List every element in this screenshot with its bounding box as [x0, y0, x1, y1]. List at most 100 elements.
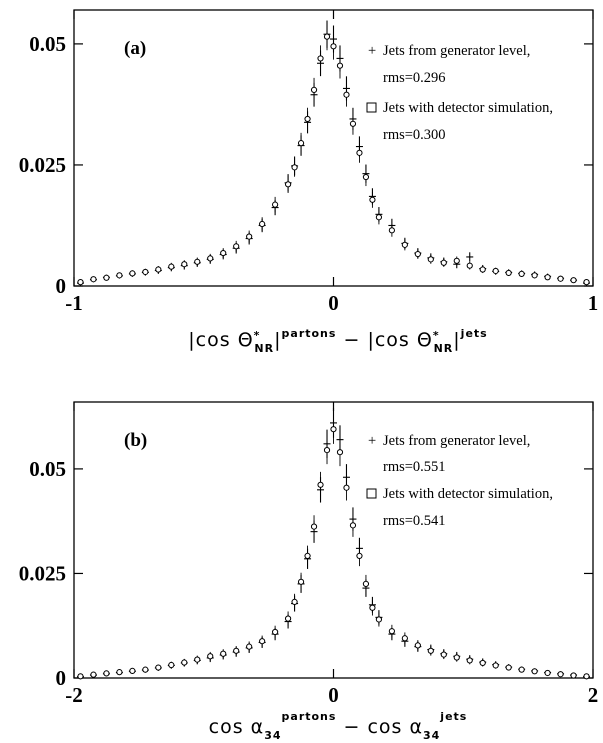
- panel-b-det-point-44-marker: [557, 671, 564, 678]
- panel-a-x-tick-label-0: -1: [65, 291, 83, 315]
- panel-a-det-point-5-marker: [142, 268, 149, 276]
- panel-b-det-point-14-marker: [259, 638, 266, 645]
- panel-b-det-point-16: [284, 611, 292, 626]
- panel-b-det-point-2: [103, 670, 110, 677]
- panel-a-det-point-2: [103, 274, 110, 281]
- panel-b-det-point-31: [388, 624, 395, 638]
- panel-b-det-point-8: [181, 658, 188, 667]
- panel-a-det-point-21: [317, 45, 324, 72]
- panel-b-y-tick-label-0: 0: [56, 666, 67, 690]
- panel-a-det-point-42: [531, 272, 538, 279]
- panel-a-det-point-39: [492, 267, 499, 275]
- panel-b-det-point-36-marker: [453, 654, 460, 661]
- panel-a-legend-name-1: Jets from generator level,: [383, 43, 530, 59]
- panel-a-det-point-11: [220, 248, 227, 259]
- panel-b-det-point-33-marker: [414, 642, 421, 649]
- panel-b-x-axis-title: cos α34partons − cos α34jets: [209, 710, 468, 742]
- panel-b-det-point-27-marker: [356, 552, 363, 559]
- panel-b-det-point-41-marker: [518, 666, 525, 673]
- panel-b-det-point-1-marker: [90, 671, 97, 678]
- panel-a-det-point-8-marker: [181, 261, 188, 268]
- panel-a-det-point-24-marker: [336, 62, 344, 69]
- panel-a-det-point-29: [369, 191, 376, 208]
- panel-a-x-tick-label-1: 0: [328, 291, 339, 315]
- panel-b-det-point-42-marker: [531, 668, 538, 675]
- panel-b-det-point-35: [440, 650, 447, 660]
- panel-b-det-point-23: [330, 414, 337, 444]
- panel-a-det-point-3-marker: [116, 272, 123, 279]
- panel-a-det-point-7: [168, 262, 175, 271]
- panel-b-det-point-8-marker: [181, 659, 188, 666]
- panel-b-det-point-42: [531, 668, 538, 675]
- panel-b-legend-marker-2: [366, 488, 377, 499]
- panel-a-det-point-10: [207, 253, 214, 263]
- panel-a-det-point-41-marker: [518, 270, 525, 277]
- panel-a-det-point-45: [570, 277, 577, 284]
- panel-a-det-point-12-marker: [233, 243, 240, 250]
- panel-a-det-point-0: [77, 279, 84, 286]
- panel-a-det-point-25-marker: [343, 91, 350, 98]
- panel-b-det-point-38-marker: [479, 659, 486, 667]
- panel-a-gen-point-37: [466, 252, 474, 262]
- panel-a-legend: + Jets from generator level, rms=0.296 J…: [366, 43, 553, 143]
- panel-b-det-point-28-marker: [362, 580, 370, 588]
- panel-b-det-point-10: [207, 651, 214, 661]
- panel-b-det-point-41: [518, 666, 525, 673]
- panel-a-det-point-1-marker: [90, 276, 97, 283]
- panel-a-det-point-36-marker: [453, 257, 460, 264]
- panel-a-det-point-38: [479, 266, 486, 274]
- panel-b-det-point-32-marker: [401, 635, 408, 642]
- panel-a-det-point-28-marker: [362, 173, 370, 181]
- panel-a-det-point-14-marker: [259, 220, 266, 228]
- panel-b-y-tick-label-1: 0.025: [19, 561, 66, 585]
- panel-b-det-point-12: [233, 645, 240, 656]
- panel-a-det-point-31: [388, 223, 395, 237]
- panel-a-det-point-27: [356, 142, 363, 163]
- panel-b-det-point-43: [544, 669, 551, 677]
- panel-b-det-point-31-marker: [388, 628, 395, 635]
- panel-a-det-point-21-marker: [317, 55, 324, 62]
- panel-b-det-point-46: [583, 673, 590, 680]
- panel-a-det-point-40-marker: [505, 269, 512, 277]
- panel-a-det-point-3: [116, 272, 123, 279]
- panel-a-det-point-22: [323, 23, 331, 51]
- panel-a-det-point-43-marker: [544, 274, 551, 281]
- panel-b-legend-name-1: Jets from generator level,: [383, 433, 530, 449]
- panel-a-det-point-15: [272, 196, 279, 213]
- panel-b-det-point-29-marker: [369, 604, 376, 611]
- panel-b-det-point-21-marker: [317, 481, 324, 488]
- panel-b-det-point-33: [414, 640, 421, 651]
- panel-b-legend: + Jets from generator level, rms=0.551 J…: [366, 433, 553, 529]
- panel-a-det-point-15-marker: [272, 201, 279, 208]
- panel-b-legend-marker-1: +: [368, 433, 376, 449]
- panel-b-det-point-24: [336, 438, 344, 467]
- panel-a-det-point-16: [284, 175, 292, 194]
- panel-b-det-point-19-marker: [304, 552, 311, 559]
- panel-b-det-point-4: [129, 667, 136, 674]
- panel-b-det-point-20: [310, 515, 318, 539]
- panel-a-det-point-6-marker: [155, 266, 162, 273]
- panel-b-det-point-34-marker: [427, 647, 434, 654]
- panel-b-det-point-19: [304, 545, 311, 567]
- panel-b-det-point-1: [90, 671, 97, 678]
- panel-b-det-point-20-marker: [310, 523, 318, 530]
- panel-b-det-point-30: [375, 612, 383, 627]
- panel-b-det-point-7: [168, 661, 175, 669]
- panel-b-label: (b): [124, 430, 147, 451]
- panel-b-det-point-6-marker: [155, 664, 162, 671]
- panel-a-det-point-4: [129, 270, 136, 277]
- panel-a-det-point-39-marker: [492, 267, 499, 275]
- panel-a-det-point-12: [233, 240, 240, 252]
- panel-b-det-point-9-marker: [194, 656, 201, 663]
- panel-a-det-point-30-marker: [375, 214, 383, 221]
- panel-b-x-tick-label-2: 2: [588, 683, 599, 707]
- panel-a-det-point-9: [194, 257, 201, 267]
- panel-b-det-point-15: [272, 625, 279, 639]
- panel-a-det-point-32-marker: [401, 241, 408, 248]
- panel-a-det-point-27-marker: [356, 149, 363, 156]
- panel-b-det-point-29: [369, 599, 376, 616]
- panel-b-det-point-5: [142, 666, 149, 673]
- panel-a-det-point-0-marker: [77, 279, 84, 286]
